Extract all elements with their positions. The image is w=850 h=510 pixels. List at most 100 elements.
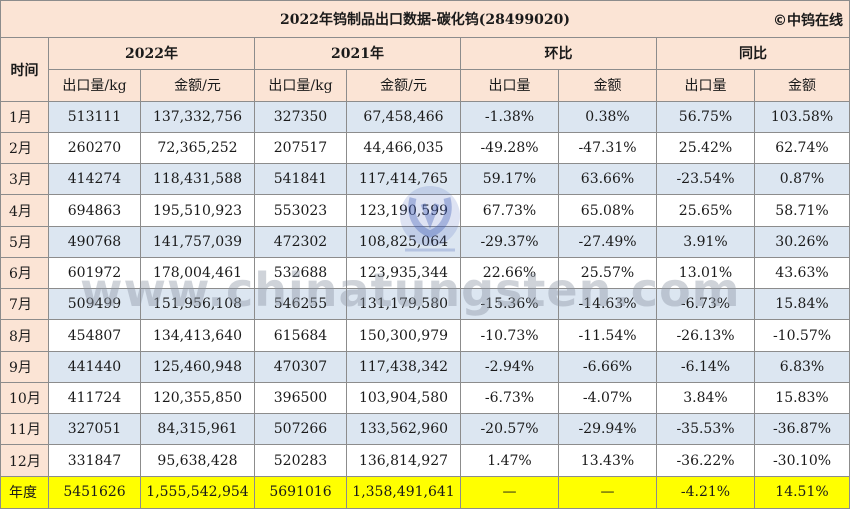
yoy-volume-cell: 25.65% [656,194,755,227]
volume-2021-cell: 507266 [254,413,347,446]
volume-2022-cell: 694863 [48,194,141,227]
table-row: 12月 331847 95,638,428 520283 136,814,927 1.47… [0,444,850,477]
yoy-amount-cell: 0.87% [754,163,850,196]
table-row: 5月 490768 141,757,039 472302 108,825,064 -29.… [0,225,850,258]
yoy-amount-cell: 6.83% [754,350,850,383]
yoy-volume-cell: 3.91% [656,225,755,258]
header-yoy-volume: 出口量 [656,68,755,102]
yoy-amount-cell: 15.83% [754,381,850,415]
yoy-volume-cell: -6.73% [656,288,755,321]
month-cell: 6月 [0,256,49,290]
mom-volume-cell: -49.28% [460,132,559,165]
table-row: 3月 414274 118,431,588 541841 117,414,765 59.1… [0,163,850,196]
mom-volume-cell: -20.57% [460,413,559,446]
volume-2021-cell: 553023 [254,194,347,227]
yoy-amount-cell: 62.74% [754,132,850,165]
mom-amount-cell: 0.38% [558,100,657,134]
mom-amount-cell: -14.63% [558,288,657,321]
total-amount-2021: 1,358,491,641 [346,475,461,510]
header-volume-2022: 出口量/kg [48,68,141,102]
brand-label: ©中钨在线 [773,13,843,29]
table-row: 9月 441440 125,460,948 470307 117,438,342 -2.9… [0,350,850,383]
total-volume-2021: 5691016 [254,475,347,510]
total-volume-2022: 5451626 [48,475,141,510]
mom-amount-cell: -11.54% [558,319,657,352]
yoy-volume-cell: -6.14% [656,350,755,383]
amount-2022-cell: 195,510,923 [140,194,255,227]
yoy-amount-cell: 58.71% [754,194,850,227]
volume-2021-cell: 520283 [254,444,347,477]
amount-2022-cell: 151,956,108 [140,288,255,321]
total-label: 年度 [0,475,49,510]
table-row: 1月 513111 137,332,756 327350 67,458,466 -1.38… [0,100,850,134]
mom-volume-cell: -6.73% [460,381,559,415]
amount-2021-cell: 44,466,035 [346,132,461,165]
mom-amount-cell: -27.49% [558,225,657,258]
amount-2021-cell: 117,414,765 [346,163,461,196]
volume-2022-cell: 441440 [48,350,141,383]
yoy-amount-cell: -36.87% [754,413,850,446]
amount-2022-cell: 125,460,948 [140,350,255,383]
volume-2022-cell: 327051 [48,413,141,446]
mom-volume-cell: -2.94% [460,350,559,383]
table-row: 6月 601972 178,004,461 532688 123,935,344 22.6… [0,256,850,290]
amount-2021-cell: 133,562,960 [346,413,461,446]
amount-2022-cell: 134,413,640 [140,319,255,352]
mom-amount-cell: 13.43% [558,444,657,477]
amount-2021-cell: 150,300,979 [346,319,461,352]
month-cell: 2月 [0,132,49,165]
amount-2021-cell: 123,190,599 [346,194,461,227]
mom-amount-cell: -6.66% [558,350,657,383]
header-yoy: 同比 [656,37,850,70]
table-row: 2月 260270 72,365,252 207517 44,466,035 -49.28… [0,132,850,165]
yoy-volume-cell: 13.01% [656,256,755,290]
amount-2021-cell: 131,179,580 [346,288,461,321]
volume-2021-cell: 615684 [254,319,347,352]
mom-volume-cell: -15.36% [460,288,559,321]
mom-volume-cell: 67.73% [460,194,559,227]
header-volume-2021: 出口量/kg [254,68,347,102]
mom-volume-cell: 22.66% [460,256,559,290]
mom-amount-cell: 25.57% [558,256,657,290]
yoy-amount-cell: 43.63% [754,256,850,290]
mom-amount-cell: -4.07% [558,381,657,415]
volume-2022-cell: 411724 [48,381,141,415]
month-cell: 10月 [0,381,49,415]
volume-2022-cell: 601972 [48,256,141,290]
mom-volume-cell: -29.37% [460,225,559,258]
month-cell: 1月 [0,100,49,134]
volume-2021-cell: 546255 [254,288,347,321]
volume-2022-cell: 490768 [48,225,141,258]
month-cell: 7月 [0,288,49,321]
volume-2021-cell: 470307 [254,350,347,383]
mom-amount-cell: 65.08% [558,194,657,227]
header-mom-amount: 金额 [558,68,657,102]
total-row: 年度 5451626 1,555,542,954 5691016 1,358,4… [0,475,850,510]
table-row: 11月 327051 84,315,961 507266 133,562,960 -20.… [0,413,850,446]
header-row-1: 时间 2022年 2021年 环比 同比 [0,37,850,102]
amount-2022-cell: 95,638,428 [140,444,255,477]
amount-2022-cell: 72,365,252 [140,132,255,165]
mom-volume-cell: 59.17% [460,163,559,196]
volume-2021-cell: 532688 [254,256,347,290]
amount-2022-cell: 84,315,961 [140,413,255,446]
header-time: 时间 [0,37,49,102]
volume-2022-cell: 509499 [48,288,141,321]
table-row: 10月 411724 120,355,850 396500 103,904,580 -6.… [0,381,850,415]
mom-volume-cell: 1.47% [460,444,559,477]
amount-2021-cell: 123,935,344 [346,256,461,290]
mom-volume-cell: -1.38% [460,100,559,134]
header-amount-2021: 金额/元 [346,68,461,102]
month-cell: 3月 [0,163,49,196]
total-amount-2022: 1,555,542,954 [140,475,255,510]
table-row: 8月 454807 134,413,640 615684 150,300,979 -10.… [0,319,850,352]
table-row: 4月 694863 195,510,923 553023 123,190,599 67.7… [0,194,850,227]
month-cell: 4月 [0,194,49,227]
month-cell: 5月 [0,225,49,258]
yoy-volume-cell: 3.84% [656,381,755,415]
volume-2021-cell: 327350 [254,100,347,134]
header-year-2022: 2022年 [48,37,255,70]
total-mom-volume: — [460,475,559,510]
table-row: 7月 509499 151,956,108 546255 131,179,580 -15.… [0,288,850,321]
